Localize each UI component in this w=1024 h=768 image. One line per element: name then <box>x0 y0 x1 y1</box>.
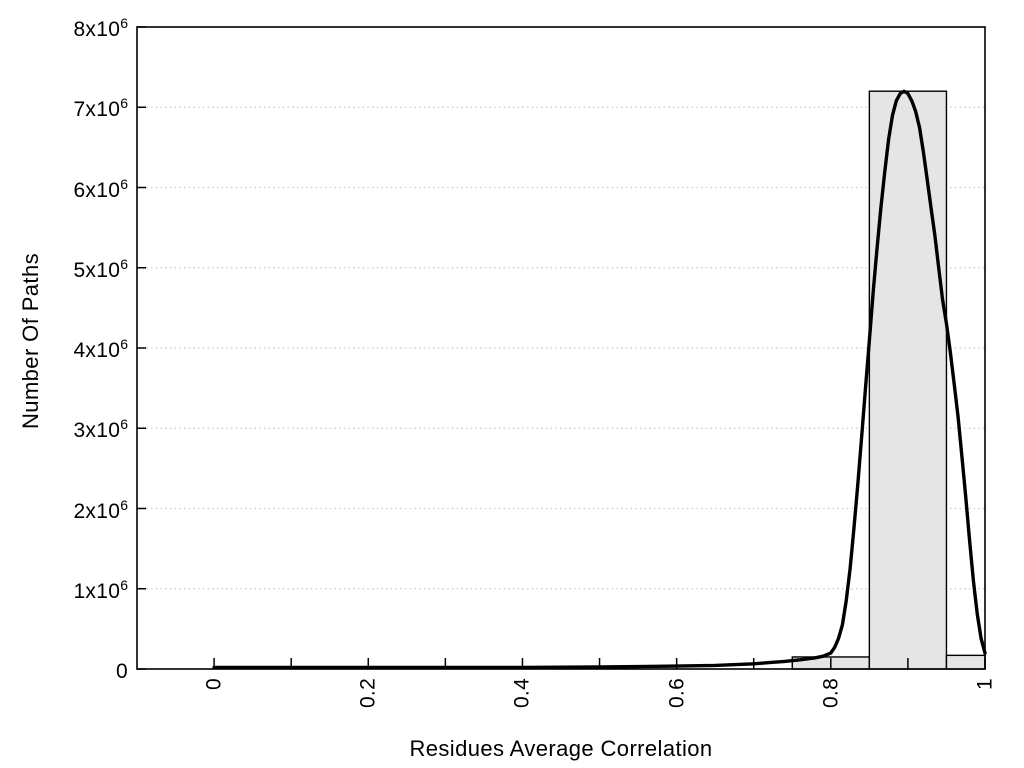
histogram-bar <box>868 90 948 670</box>
histogram-bar <box>945 654 986 670</box>
x-axis-title: Residues Average Correlation <box>409 736 713 761</box>
y-axis-title: Number Of Paths <box>18 253 43 429</box>
